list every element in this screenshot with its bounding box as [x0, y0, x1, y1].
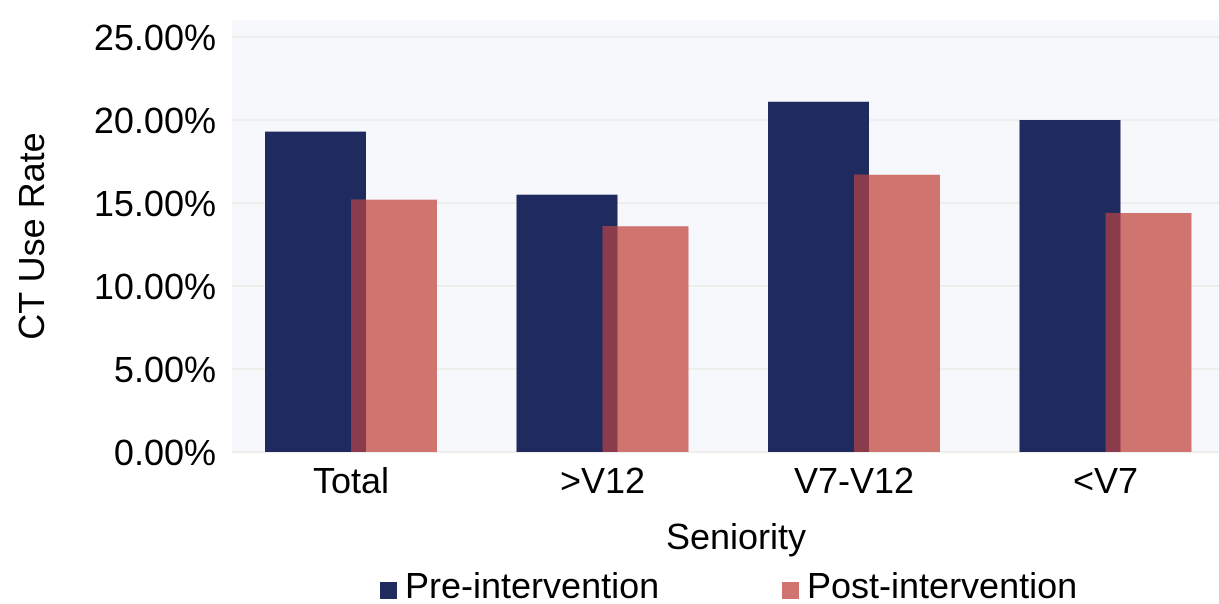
bar-overlap	[602, 226, 618, 452]
legend-swatch-pre-intervention	[380, 582, 397, 599]
y-tick-label: 25.00%	[94, 17, 216, 58]
bar-pre-intervention	[768, 101, 869, 453]
legend-label-pre-intervention: Pre-intervention	[405, 565, 659, 604]
y-tick-label: 0.00%	[114, 432, 216, 473]
x-tick-label: >V12	[560, 460, 645, 501]
y-tick-label: 20.00%	[94, 100, 216, 141]
bar-overlap	[1105, 212, 1121, 452]
x-axis-title: Seniority	[666, 516, 806, 557]
legend-swatch-post-intervention	[782, 582, 799, 599]
y-tick-label: 5.00%	[114, 349, 216, 390]
legend-label-post-intervention: Post-intervention	[807, 565, 1077, 604]
bar-overlap	[854, 174, 869, 452]
y-axis-title: CT Use Rate	[11, 132, 52, 339]
bar-pre-intervention	[265, 131, 366, 452]
x-axis-ticks: Total >V12 V7-V12 <V7	[313, 460, 1138, 501]
bar-overlap	[351, 199, 366, 452]
bars	[265, 101, 1192, 453]
x-tick-label: Total	[313, 460, 389, 501]
y-axis-ticks: 0.00% 5.00% 10.00% 15.00% 20.00% 25.00%	[94, 17, 216, 473]
x-tick-label: <V7	[1073, 460, 1138, 501]
x-tick-label: V7-V12	[794, 460, 914, 501]
legend: Pre-intervention Post-intervention	[380, 565, 1077, 604]
bar-pre-intervention	[516, 194, 618, 452]
y-tick-label: 15.00%	[94, 183, 216, 224]
bar-pre-intervention	[1019, 120, 1121, 452]
y-tick-label: 10.00%	[94, 266, 216, 307]
